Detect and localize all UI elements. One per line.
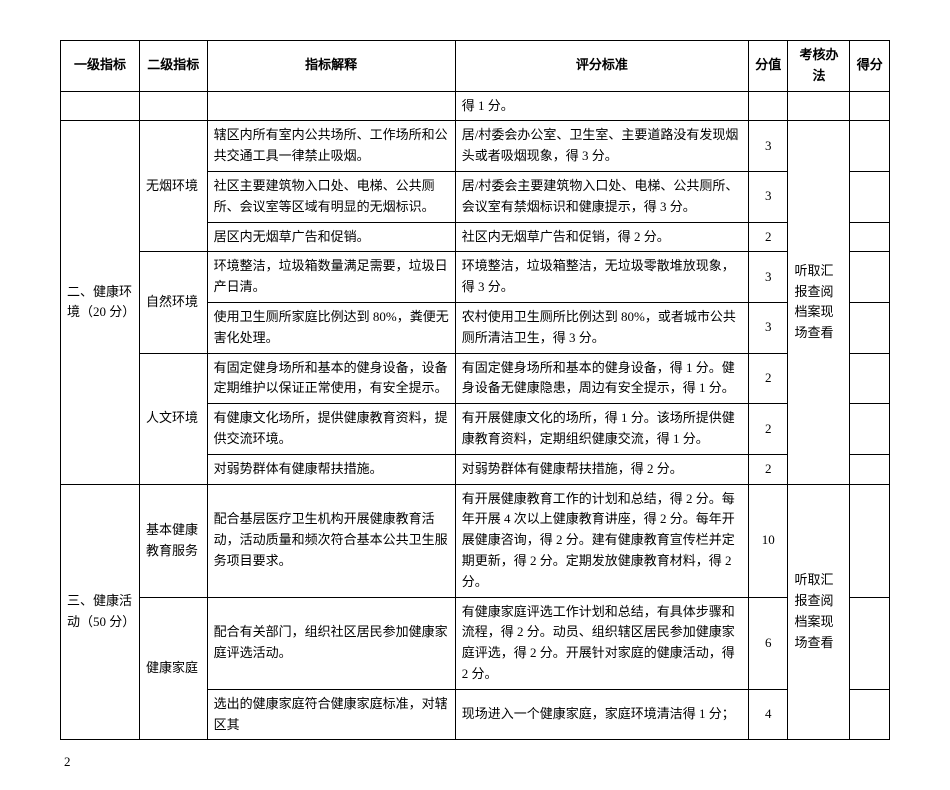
cell-gotten bbox=[850, 171, 890, 222]
cell-gotten bbox=[850, 689, 890, 740]
cell-std: 得 1 分。 bbox=[455, 91, 748, 121]
cell-score: 2 bbox=[748, 353, 787, 404]
cell-std: 社区内无烟草广告和促销，得 2 分。 bbox=[455, 222, 748, 252]
cell-l2: 人文环境 bbox=[139, 353, 207, 484]
cell-expl: 环境整洁，垃圾箱数量满足需要，垃圾日产日清。 bbox=[207, 252, 455, 303]
table-row: 二、健康环境（20 分） 无烟环境 辖区内所有室内公共场所、工作场所和公共交通工… bbox=[61, 121, 890, 172]
cell-std: 环境整洁，垃圾箱整洁，无垃圾零散堆放现象，得 3 分。 bbox=[455, 252, 748, 303]
cell-score: 6 bbox=[748, 597, 787, 689]
cell-l1: 三、健康活动（50 分） bbox=[61, 484, 140, 740]
cell-method: 听取汇报查阅档案现场查看 bbox=[788, 484, 850, 740]
cell-expl: 对弱势群体有健康帮扶措施。 bbox=[207, 454, 455, 484]
cell-empty bbox=[788, 91, 850, 121]
cell-score: 3 bbox=[748, 302, 787, 353]
header-std: 评分标准 bbox=[455, 41, 748, 92]
page-number: 2 bbox=[60, 754, 890, 770]
cell-gotten bbox=[850, 302, 890, 353]
cell-gotten bbox=[850, 121, 890, 172]
cell-expl: 辖区内所有室内公共场所、工作场所和公共交通工具一律禁止吸烟。 bbox=[207, 121, 455, 172]
cell-expl: 使用卫生厕所家庭比例达到 80%，粪便无害化处理。 bbox=[207, 302, 455, 353]
cell-expl: 居区内无烟草广告和促销。 bbox=[207, 222, 455, 252]
cell-std: 居/村委会办公室、卫生室、主要道路没有发现烟头或者吸烟现象，得 3 分。 bbox=[455, 121, 748, 172]
cell-expl: 配合有关部门，组织社区居民参加健康家庭评选活动。 bbox=[207, 597, 455, 689]
cell-gotten bbox=[850, 597, 890, 689]
cell-std: 有健康家庭评选工作计划和总结，有具体步骤和流程，得 2 分。动员、组织辖区居民参… bbox=[455, 597, 748, 689]
evaluation-table: 一级指标 二级指标 指标解释 评分标准 分值 考核办法 得分 得 1 分。 二、… bbox=[60, 40, 890, 740]
cell-std: 有开展健康文化的场所，得 1 分。该场所提供健康教育资料，定期组织健康交流，得 … bbox=[455, 404, 748, 455]
cell-l2: 自然环境 bbox=[139, 252, 207, 353]
header-method: 考核办法 bbox=[788, 41, 850, 92]
cell-std: 居/村委会主要建筑物入口处、电梯、公共厕所、会议室有禁烟标识和健康提示，得 3 … bbox=[455, 171, 748, 222]
cell-score: 2 bbox=[748, 404, 787, 455]
table-row: 自然环境 环境整洁，垃圾箱数量满足需要，垃圾日产日清。 环境整洁，垃圾箱整洁，无… bbox=[61, 252, 890, 303]
header-expl: 指标解释 bbox=[207, 41, 455, 92]
table-row: 健康家庭 配合有关部门，组织社区居民参加健康家庭评选活动。 有健康家庭评选工作计… bbox=[61, 597, 890, 689]
cell-empty bbox=[748, 91, 787, 121]
cell-expl: 有健康文化场所，提供健康教育资料，提供交流环境。 bbox=[207, 404, 455, 455]
cell-std: 农村使用卫生厕所比例达到 80%，或者城市公共厕所清洁卫生，得 3 分。 bbox=[455, 302, 748, 353]
cell-std: 有开展健康教育工作的计划和总结，得 2 分。每年开展 4 次以上健康教育讲座，得… bbox=[455, 484, 748, 597]
cell-std: 有固定健身场所和基本的健身设备，得 1 分。健身设备无健康隐患，周边有安全提示，… bbox=[455, 353, 748, 404]
cell-score: 3 bbox=[748, 252, 787, 303]
header-row: 一级指标 二级指标 指标解释 评分标准 分值 考核办法 得分 bbox=[61, 41, 890, 92]
cell-empty bbox=[61, 91, 140, 121]
cell-score: 3 bbox=[748, 121, 787, 172]
cell-empty bbox=[850, 91, 890, 121]
cell-expl: 有固定健身场所和基本的健身设备，设备定期维护以保证正常使用，有安全提示。 bbox=[207, 353, 455, 404]
cell-gotten bbox=[850, 404, 890, 455]
cell-gotten bbox=[850, 222, 890, 252]
cell-expl: 配合基层医疗卫生机构开展健康教育活动，活动质量和频次符合基本公共卫生服务项目要求… bbox=[207, 484, 455, 597]
cell-gotten bbox=[850, 353, 890, 404]
table-row: 人文环境 有固定健身场所和基本的健身设备，设备定期维护以保证正常使用，有安全提示… bbox=[61, 353, 890, 404]
cell-gotten bbox=[850, 484, 890, 597]
table-row: 得 1 分。 bbox=[61, 91, 890, 121]
cell-score: 2 bbox=[748, 454, 787, 484]
cell-l2: 无烟环境 bbox=[139, 121, 207, 252]
header-gotten: 得分 bbox=[850, 41, 890, 92]
cell-l2: 健康家庭 bbox=[139, 597, 207, 740]
cell-empty bbox=[139, 91, 207, 121]
cell-l1: 二、健康环境（20 分） bbox=[61, 121, 140, 484]
table-row: 三、健康活动（50 分） 基本健康教育服务 配合基层医疗卫生机构开展健康教育活动… bbox=[61, 484, 890, 597]
cell-empty bbox=[207, 91, 455, 121]
cell-score: 2 bbox=[748, 222, 787, 252]
header-score: 分值 bbox=[748, 41, 787, 92]
cell-score: 3 bbox=[748, 171, 787, 222]
cell-expl: 社区主要建筑物入口处、电梯、公共厕所、会议室等区域有明显的无烟标识。 bbox=[207, 171, 455, 222]
cell-gotten bbox=[850, 454, 890, 484]
cell-std: 对弱势群体有健康帮扶措施，得 2 分。 bbox=[455, 454, 748, 484]
cell-score: 4 bbox=[748, 689, 787, 740]
cell-expl: 选出的健康家庭符合健康家庭标准，对辖区其 bbox=[207, 689, 455, 740]
cell-gotten bbox=[850, 252, 890, 303]
cell-score: 10 bbox=[748, 484, 787, 597]
cell-std: 现场进入一个健康家庭，家庭环境清洁得 1 分； bbox=[455, 689, 748, 740]
cell-l2: 基本健康教育服务 bbox=[139, 484, 207, 597]
header-l1: 一级指标 bbox=[61, 41, 140, 92]
header-l2: 二级指标 bbox=[139, 41, 207, 92]
cell-method: 听取汇报查阅档案现场查看 bbox=[788, 121, 850, 484]
